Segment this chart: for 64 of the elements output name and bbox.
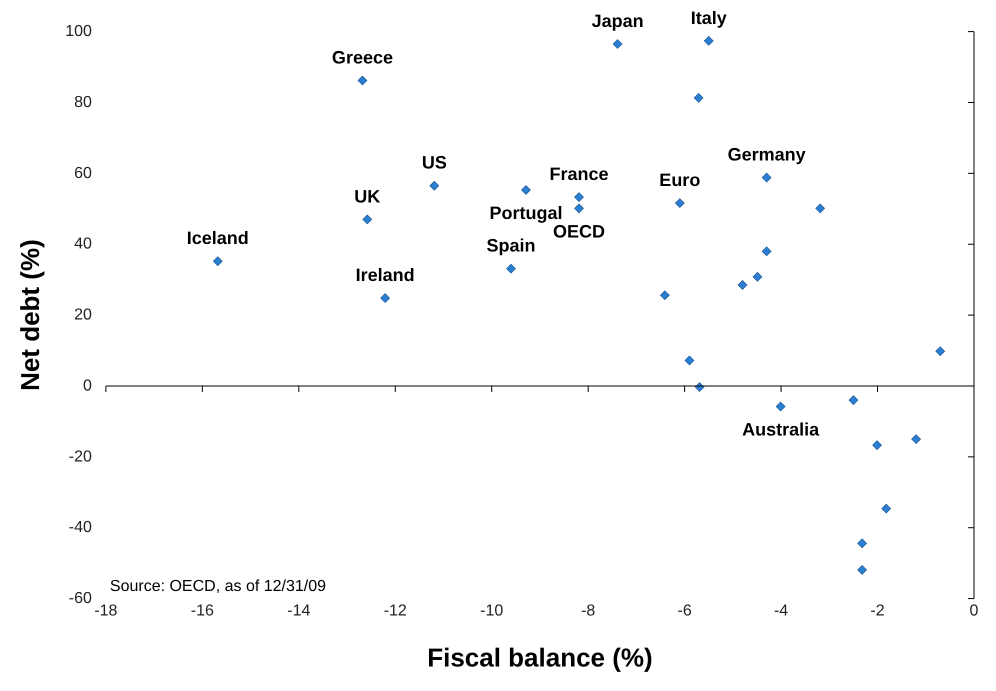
- annotation: UK: [354, 186, 380, 206]
- annotation: Japan: [592, 10, 644, 31]
- point: [574, 204, 584, 214]
- annotation: Portugal: [489, 202, 562, 223]
- point: [212, 256, 223, 266]
- x-tick-label: 0: [970, 602, 979, 620]
- point: [358, 76, 368, 86]
- annotation: Ireland: [356, 265, 415, 286]
- point: [815, 204, 825, 214]
- annotation: US: [422, 152, 447, 173]
- annotation: Source: OECD, as of 12/31/09: [110, 578, 326, 596]
- x-tick-label: -12: [384, 602, 407, 620]
- annotation: Iceland: [186, 228, 249, 248]
- x-tick-label: -4: [774, 602, 788, 620]
- point: [738, 280, 748, 290]
- y-tick-label: 40: [74, 236, 92, 253]
- point: [857, 565, 867, 575]
- point: [675, 198, 685, 208]
- point: [660, 290, 670, 300]
- point: [911, 434, 921, 444]
- x-axis-title: Fiscal balance (%): [427, 642, 653, 673]
- y-tick-label: 20: [74, 306, 92, 324]
- annotation: Germany: [728, 144, 806, 165]
- x-tick-label: -2: [870, 602, 885, 620]
- y-tick-label: 0: [82, 377, 92, 394]
- point: [694, 93, 704, 103]
- annotation: Euro: [659, 170, 700, 190]
- point: [430, 180, 440, 191]
- y-tick-label: -20: [68, 448, 92, 466]
- y-axis-title: Net debt (%): [14, 239, 45, 391]
- point: [574, 192, 584, 202]
- point: [776, 402, 786, 412]
- point: [848, 395, 858, 405]
- y-tick-label: 60: [74, 164, 92, 182]
- annotation: Spain: [486, 236, 536, 256]
- annotation: Australia: [742, 419, 820, 440]
- point: [762, 172, 772, 182]
- y-tick-label: 100: [65, 23, 92, 40]
- x-tick-label: -6: [678, 602, 692, 620]
- x-tick-label: -8: [581, 602, 596, 620]
- y-tick-label: -40: [68, 519, 92, 536]
- point: [762, 246, 772, 256]
- point: [935, 346, 946, 356]
- point: [506, 264, 516, 274]
- annotation: Greece: [332, 47, 393, 68]
- annotation: Italy: [690, 8, 727, 28]
- annotation: France: [549, 164, 609, 184]
- x-tick-label: -16: [190, 602, 214, 620]
- x-tick-label: -10: [480, 602, 504, 620]
- point: [521, 185, 531, 195]
- point: [612, 39, 622, 49]
- annotation: OECD: [553, 221, 606, 242]
- point: [881, 504, 892, 514]
- point: [857, 538, 867, 548]
- point: [362, 214, 372, 224]
- point: [872, 440, 882, 450]
- point: [704, 36, 714, 46]
- x-tick-label: -14: [287, 602, 310, 620]
- point: [752, 272, 762, 282]
- y-tick-label: -60: [68, 590, 92, 608]
- x-tick-label: -18: [94, 602, 118, 620]
- point: [684, 356, 694, 366]
- y-tick-label: 80: [74, 94, 92, 111]
- point: [380, 293, 390, 303]
